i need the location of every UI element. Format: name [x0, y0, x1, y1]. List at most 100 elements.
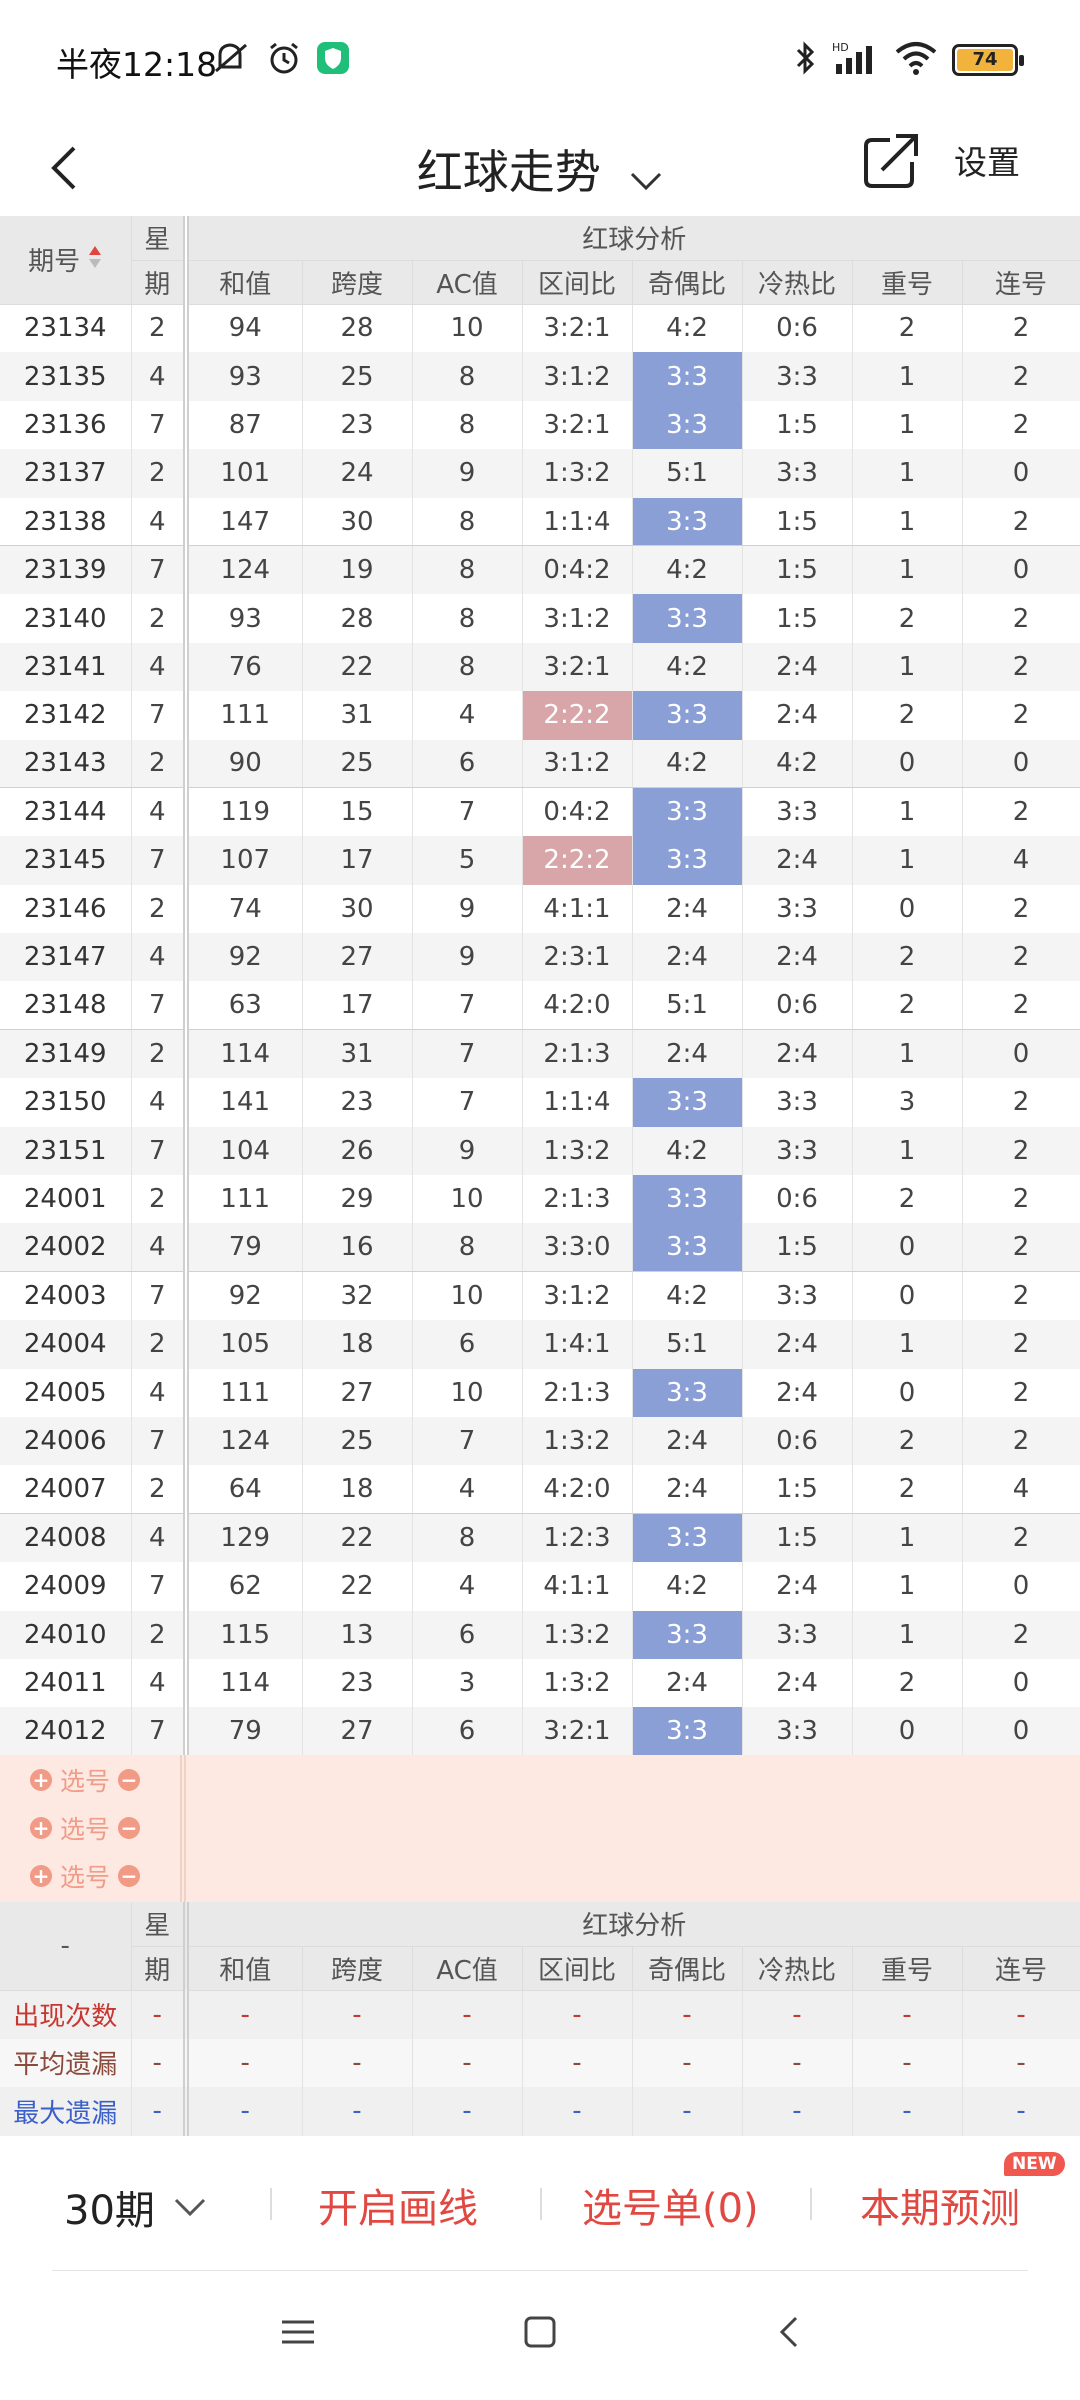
signal-icon: HD [832, 40, 880, 80]
zone-cell: 4:2:0 [522, 1465, 633, 1515]
sum-cell: 115 [186, 1610, 303, 1659]
ac-cell: 9 [412, 1126, 523, 1176]
oe-cell: 3:3 [632, 352, 743, 401]
con-cell: 2 [962, 594, 1080, 643]
rep-cell: 0 [852, 884, 963, 934]
stats-value-cell: - [852, 1990, 963, 2039]
alarm-icon [266, 40, 302, 80]
week-value: 2 [148, 1039, 166, 1070]
con-cell: 0 [962, 1562, 1080, 1611]
span-cell: 25 [302, 739, 413, 789]
issue-cell: 24006 [0, 1416, 132, 1466]
settings-button[interactable]: 设置 [954, 143, 1020, 182]
issue-cell: 24011 [0, 1658, 132, 1708]
hc-cell: 1:5 [742, 400, 853, 450]
ac-cell: 4 [412, 1465, 523, 1515]
plus-icon[interactable]: + [30, 1865, 52, 1887]
share-button[interactable] [862, 132, 920, 190]
plus-icon[interactable]: + [30, 1817, 52, 1839]
pick-row[interactable]: + 选号 − [30, 1804, 141, 1852]
week-cell: 2 [131, 304, 189, 353]
con-cell: 2 [962, 1223, 1080, 1273]
con-cell: 0 [962, 1029, 1080, 1079]
table-row: 24005 4 111 27 10 2:1:3 3:3 2:4 0 2 [0, 1368, 1080, 1417]
ac-cell: 4 [412, 1562, 523, 1611]
menu-icon[interactable] [278, 2312, 318, 2356]
pick-row[interactable]: + 选号 − [30, 1756, 141, 1804]
sum-cell: 105 [186, 1320, 303, 1369]
period-select[interactable]: 30期 [64, 2178, 207, 2236]
page-title-dropdown[interactable]: 红球走势 [0, 136, 1080, 203]
pick-label: 选号 [60, 1815, 111, 1844]
con-cell: 2 [962, 1126, 1080, 1176]
rep-cell: 1 [852, 545, 963, 595]
table-row: 24001 2 111 29 10 2:1:3 3:3 0:6 2 2 [0, 1175, 1080, 1224]
ac-cell: 8 [412, 594, 523, 643]
week-value: 7 [148, 409, 166, 440]
sum-cell: 124 [186, 545, 303, 595]
week-value: 2 [148, 748, 166, 779]
week-value: 7 [148, 700, 166, 731]
back-button[interactable] [36, 138, 96, 198]
zone-cell: 0:4:2 [522, 787, 633, 837]
hc-cell: 0:6 [742, 304, 853, 353]
minus-icon[interactable]: − [118, 1769, 141, 1791]
minus-icon[interactable]: − [118, 1817, 141, 1839]
week-value: 7 [148, 1135, 166, 1166]
oe-cell: 3:3 [632, 1368, 743, 1417]
con-cell: 2 [962, 1271, 1080, 1321]
zone-cell: 2:1:3 [522, 1029, 633, 1079]
period-sort-header[interactable]: 期号 [0, 216, 132, 305]
span-cell: 16 [302, 1223, 413, 1273]
hc-cell: 2:4 [742, 1029, 853, 1079]
stats-corner: - [0, 1902, 132, 1991]
rep-cell: 3 [852, 1078, 963, 1127]
sum-cell: 74 [186, 884, 303, 934]
week-value: 4 [148, 1232, 166, 1263]
rep-cell: 1 [852, 1610, 963, 1659]
ac-cell: 10 [412, 304, 523, 353]
home-icon[interactable] [520, 2312, 560, 2356]
table-row: 23144 4 119 15 7 0:4:2 3:3 3:3 1 2 [0, 787, 1080, 837]
draw-line-button[interactable]: 开启画线 [318, 2186, 478, 2232]
con-cell: 2 [962, 497, 1080, 547]
ac-cell: 10 [412, 1368, 523, 1417]
stats-row: 最大遗漏 - - - - - - - - - [0, 2087, 1080, 2136]
oe-cell: 2:4 [632, 884, 743, 934]
span-cell: 27 [302, 933, 413, 982]
rep-cell: 1 [852, 1126, 963, 1176]
back-nav-icon[interactable] [770, 2312, 810, 2356]
sum-cell: 141 [186, 1078, 303, 1127]
minus-icon[interactable]: − [118, 1865, 141, 1887]
stats-column-header: 区间比 [522, 1946, 633, 1991]
span-cell: 23 [302, 1658, 413, 1708]
issue-cell: 23140 [0, 594, 132, 643]
plus-icon[interactable]: + [30, 1769, 52, 1791]
oe-cell: 5:1 [632, 449, 743, 498]
stats-table: - 星 红球分析 期 和值 跨度 AC值 区间比 奇偶比 冷热比 重号 连号 出现次数 - - - -… [0, 1902, 1080, 2136]
table-row: 23149 2 114 31 7 2:1:3 2:4 2:4 1 0 [0, 1029, 1080, 1079]
table-row: 24009 7 62 22 4 4:1:1 4:2 2:4 1 0 [0, 1562, 1080, 1611]
period-select-label: 30期 [64, 2188, 155, 2234]
stats-value-cell: - [632, 2038, 743, 2087]
week-cell: 2 [131, 739, 189, 789]
week-cell: 2 [131, 594, 189, 643]
issue-cell: 23151 [0, 1126, 132, 1176]
sum-cell: 107 [186, 836, 303, 885]
week-value: 4 [148, 1668, 166, 1699]
stats-value-cell: - [632, 1990, 743, 2039]
table-row: 23139 7 124 19 8 0:4:2 4:2 1:5 1 0 [0, 545, 1080, 595]
span-cell: 27 [302, 1368, 413, 1417]
issue-cell: 23141 [0, 642, 132, 692]
oe-cell: 3:3 [632, 400, 743, 450]
sort-icon [89, 246, 102, 269]
pick-list-button[interactable]: 选号单(0) [582, 2186, 759, 2232]
zone-cell: 3:2:1 [522, 304, 633, 353]
predict-button[interactable]: 本期预测 [860, 2186, 1020, 2232]
week-cell: 4 [131, 933, 189, 982]
oe-cell: 4:2 [632, 1126, 743, 1176]
pick-row[interactable]: + 选号 − [30, 1852, 141, 1900]
issue-cell: 23147 [0, 933, 132, 982]
sum-cell: 129 [186, 1513, 303, 1563]
hc-cell: 1:5 [742, 497, 853, 547]
